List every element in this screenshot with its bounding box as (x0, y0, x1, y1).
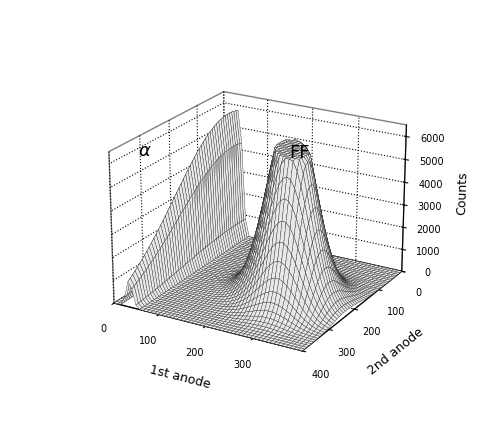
Y-axis label: 2nd anode: 2nd anode (366, 325, 426, 377)
X-axis label: 1st anode: 1st anode (148, 363, 212, 391)
